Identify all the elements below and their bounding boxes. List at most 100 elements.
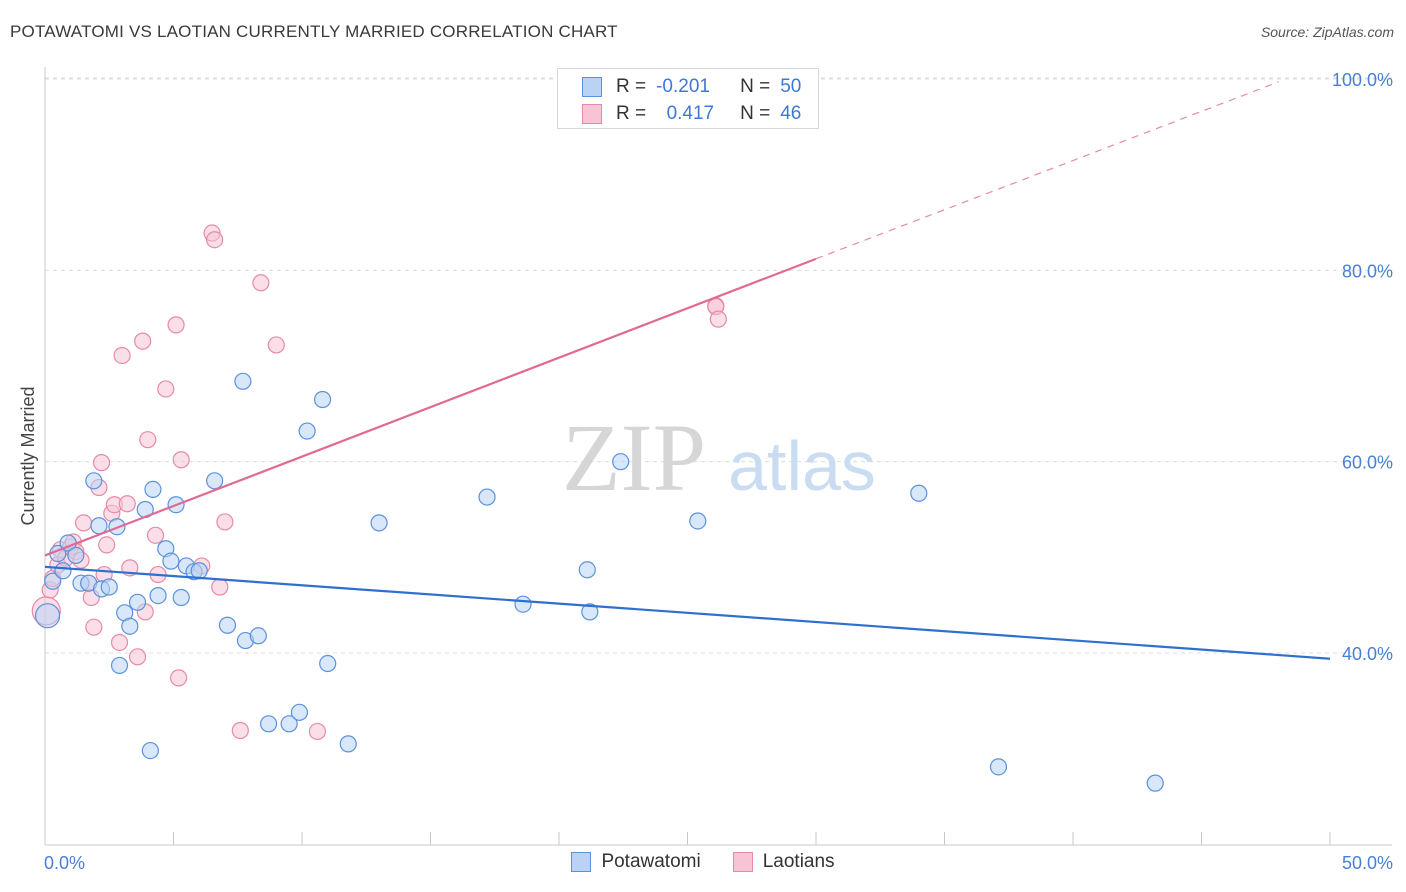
potawatomi-point xyxy=(290,703,309,721)
legend-n-value: 46 xyxy=(780,103,802,124)
laotians-point xyxy=(85,618,103,636)
y-tick-label: 60.0% xyxy=(1342,453,1393,473)
potawatomi-points xyxy=(34,372,1164,792)
legend-item-potawatomi: Potawatomi xyxy=(571,851,701,873)
potawatomi-point xyxy=(54,562,72,580)
legend-row-laotians: R = 0.417 N = 46 xyxy=(582,102,801,126)
tick-labels: 40.0% 60.0% 80.0% 100.0% 0.0% 50.0% xyxy=(44,70,1393,873)
watermark-zip: ZIP xyxy=(562,404,706,511)
y-tick-label: 40.0% xyxy=(1342,644,1393,664)
laotians-point xyxy=(128,648,147,666)
watermark-atlas: atlas xyxy=(728,427,876,505)
legend-r-value: 0.417 xyxy=(666,103,715,124)
legend-swatch-potawatomi xyxy=(571,852,592,872)
potawatomi-point xyxy=(249,627,267,645)
legend-n-label: N = xyxy=(740,76,771,97)
laotians-point xyxy=(267,336,285,354)
legend-r-value: -0.201 xyxy=(656,76,710,97)
potawatomi-point xyxy=(234,372,252,390)
legend-swatch-potawatomi xyxy=(582,77,602,97)
series-legend: Potawatomi Laotians xyxy=(0,851,1406,873)
legend-swatch-laotians xyxy=(582,104,602,124)
potawatomi-point xyxy=(128,593,147,611)
potawatomi-point xyxy=(910,484,928,502)
legend-n-label: N = xyxy=(740,103,771,124)
correlation-legend: R = -0.201 N = 50 R = 0.417 N = 46 xyxy=(557,68,819,129)
trend-lines xyxy=(44,81,1331,660)
laotians-trend-line xyxy=(44,257,817,557)
x-tick-label: 0.0% xyxy=(44,853,85,873)
potawatomi-point xyxy=(121,617,139,635)
potawatomi-point xyxy=(280,715,298,733)
laotians-point xyxy=(206,231,224,249)
chart-title: POTAWATOMI VS LAOTIAN CURRENTLY MARRIED … xyxy=(10,22,618,41)
legend-row-potawatomi: R = -0.201 N = 50 xyxy=(582,75,801,99)
potawatomi-point xyxy=(370,514,388,532)
potawatomi-trend-line xyxy=(44,565,1331,660)
laotians-point xyxy=(709,310,727,328)
laotians-point xyxy=(231,721,249,740)
laotians-point xyxy=(216,513,234,531)
legend-n-value: 50 xyxy=(780,76,802,97)
laotians-point xyxy=(211,578,229,596)
potawatomi-point xyxy=(319,654,337,673)
potawatomi-point xyxy=(141,741,159,760)
potawatomi-point xyxy=(1146,774,1164,792)
potawatomi-point xyxy=(339,735,357,753)
potawatomi-point xyxy=(34,603,61,629)
legend-item-laotians: Laotians xyxy=(732,851,835,873)
y-tick-label: 100.0% xyxy=(1332,70,1393,90)
laotians-point xyxy=(157,380,175,398)
laotians-point xyxy=(92,454,111,472)
legend-swatch-laotians xyxy=(732,852,753,872)
potawatomi-point xyxy=(218,616,237,634)
potawatomi-point xyxy=(144,480,162,499)
axes xyxy=(44,67,1392,846)
potawatomi-point xyxy=(44,572,62,590)
potawatomi-point xyxy=(110,656,129,675)
laotians-point xyxy=(167,316,185,334)
potawatomi-point xyxy=(259,715,278,733)
y-axis-label: Currently Married xyxy=(18,386,38,525)
laotians-point xyxy=(139,431,157,449)
gridlines xyxy=(45,77,1392,654)
potawatomi-point xyxy=(85,472,103,490)
potawatomi-point xyxy=(100,578,118,596)
potawatomi-point xyxy=(162,552,180,570)
x-tick-label: 50.0% xyxy=(1342,853,1393,873)
potawatomi-point xyxy=(578,561,596,579)
laotians-point xyxy=(308,722,327,741)
potawatomi-point xyxy=(612,453,630,471)
potawatomi-point xyxy=(206,472,224,490)
potawatomi-point xyxy=(989,758,1008,776)
laotians-point xyxy=(118,495,136,513)
legend-label-potawatomi: Potawatomi xyxy=(601,851,701,872)
laotians-point xyxy=(146,526,165,544)
potawatomi-point xyxy=(172,588,190,607)
potawatomi-point xyxy=(313,390,332,409)
potawatomi-point xyxy=(478,488,496,506)
laotians-point xyxy=(110,633,129,652)
legend-r-label: R = xyxy=(616,103,647,124)
laotians-point xyxy=(74,514,93,532)
laotians-point xyxy=(252,274,270,292)
laotians-point xyxy=(170,669,188,687)
laotians-point xyxy=(113,346,131,365)
y-tick-label: 80.0% xyxy=(1342,261,1393,281)
potawatomi-point xyxy=(298,422,316,440)
potawatomi-point xyxy=(689,512,707,530)
laotians-point xyxy=(134,332,152,350)
watermark: ZIP atlas xyxy=(562,404,876,511)
legend-label-laotians: Laotians xyxy=(762,851,835,872)
potawatomi-point xyxy=(581,603,599,621)
laotians-trend-extension xyxy=(815,81,1279,260)
potawatomi-point xyxy=(67,546,85,565)
potawatomi-point xyxy=(149,586,167,605)
legend-r-label: R = xyxy=(616,76,647,97)
laotians-point xyxy=(172,451,190,469)
potawatomi-point xyxy=(190,562,208,580)
laotians-point xyxy=(98,536,116,554)
potawatomi-point xyxy=(514,595,532,613)
source-label: Source: ZipAtlas.com xyxy=(1260,24,1394,40)
